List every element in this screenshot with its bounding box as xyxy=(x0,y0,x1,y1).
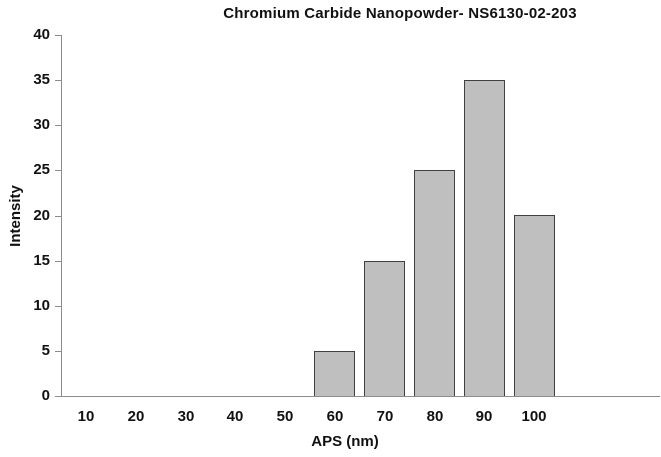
x-tick-label: 80 xyxy=(426,408,444,425)
x-tick-label: 100 xyxy=(521,408,547,425)
y-tick-label: 5 xyxy=(41,342,50,359)
x-tick-label: 30 xyxy=(177,408,195,425)
y-tick xyxy=(55,351,61,352)
y-tick xyxy=(55,125,61,126)
y-tick xyxy=(55,396,61,397)
y-tick xyxy=(55,35,61,36)
y-tick-label: 30 xyxy=(33,116,50,133)
y-tick-label: 10 xyxy=(33,297,50,314)
bar xyxy=(364,261,405,396)
x-axis xyxy=(61,396,660,397)
x-tick-label: 60 xyxy=(326,408,344,425)
bar xyxy=(314,351,355,396)
y-tick-label: 25 xyxy=(33,161,50,178)
y-tick-label: 40 xyxy=(33,26,50,43)
y-tick-label: 0 xyxy=(41,387,50,404)
y-tick-label: 15 xyxy=(33,252,50,269)
x-tick-label: 40 xyxy=(226,408,244,425)
x-tick-label: 10 xyxy=(77,408,95,425)
y-axis xyxy=(61,35,62,397)
bar xyxy=(464,80,505,396)
x-tick-label: 50 xyxy=(276,408,294,425)
y-tick xyxy=(55,306,61,307)
y-tick xyxy=(55,216,61,217)
y-tick xyxy=(55,80,61,81)
bar xyxy=(414,170,455,396)
x-tick-label: 90 xyxy=(475,408,493,425)
y-tick xyxy=(55,261,61,262)
y-tick-label: 20 xyxy=(33,207,50,224)
x-tick-label: 70 xyxy=(376,408,394,425)
y-tick-label: 35 xyxy=(33,71,50,88)
x-axis-title: APS (nm) xyxy=(311,433,379,450)
x-tick-label: 20 xyxy=(127,408,145,425)
y-tick xyxy=(55,170,61,171)
chart-title: Chromium Carbide Nanopowder- NS6130-02-2… xyxy=(223,5,577,22)
bar xyxy=(514,215,555,396)
